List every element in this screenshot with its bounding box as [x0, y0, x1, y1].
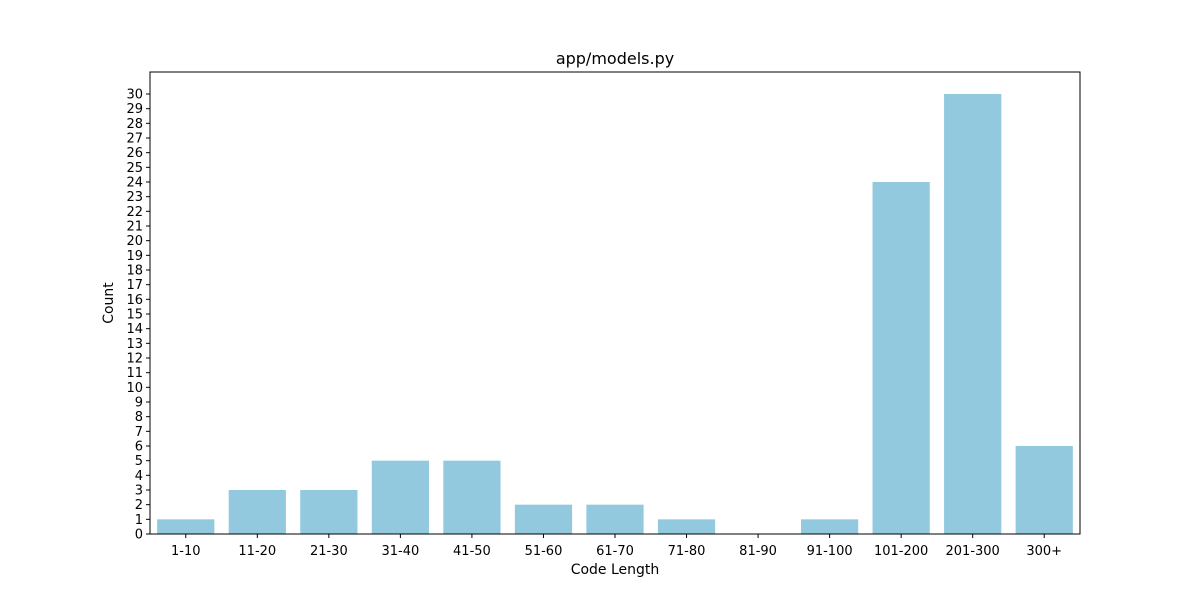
- bar: [514, 504, 573, 534]
- x-tick-label: 91-100: [807, 544, 853, 559]
- y-tick-label: 29: [126, 102, 143, 117]
- y-tick-label: 15: [126, 308, 143, 323]
- y-tick-label: 30: [126, 88, 143, 103]
- bar: [371, 460, 429, 534]
- bar: [300, 490, 358, 534]
- bar: [944, 94, 1002, 534]
- bar: [801, 519, 859, 534]
- x-axis-ticks: 1-10 11-20 21-30 31-40 41-50 51-60 61-70 71-80 8…: [171, 534, 1062, 559]
- y-tick-label: 21: [126, 220, 143, 235]
- y-tick-label: 13: [126, 337, 143, 352]
- y-tick-label: 4: [135, 469, 143, 484]
- bars-group: [157, 94, 1073, 534]
- y-tick-label: 22: [126, 205, 143, 220]
- y-tick-label: 7: [135, 425, 143, 440]
- bar: [872, 182, 930, 534]
- y-tick-label: 23: [126, 190, 143, 205]
- x-tick-label: 101-200: [874, 544, 928, 559]
- bar: [228, 490, 286, 534]
- x-tick-label: 81-90: [739, 544, 777, 559]
- y-tick-label: 25: [126, 161, 143, 176]
- x-tick-label: 21-30: [310, 544, 348, 559]
- y-tick-label: 14: [126, 322, 143, 337]
- y-tick-label: 24: [126, 176, 143, 191]
- bar: [1015, 446, 1073, 534]
- x-tick-label: 31-40: [381, 544, 419, 559]
- y-axis-label: Count: [101, 282, 117, 324]
- bar: [586, 504, 644, 534]
- chart-title: app/models.py: [556, 49, 674, 68]
- x-tick-label: 300+: [1026, 544, 1062, 559]
- y-tick-label: 28: [126, 117, 143, 132]
- y-tick-label: 27: [126, 132, 143, 147]
- x-tick-label: 61-70: [596, 544, 634, 559]
- y-tick-label: 8: [135, 410, 143, 425]
- bar: [157, 519, 215, 534]
- y-tick-label: 0: [135, 528, 143, 543]
- x-tick-label: 11-20: [238, 544, 276, 559]
- x-axis-label: Code Length: [571, 562, 660, 578]
- bar: [443, 460, 501, 534]
- y-tick-label: 1: [135, 513, 143, 528]
- y-tick-label: 16: [126, 293, 143, 308]
- x-tick-label: 41-50: [453, 544, 491, 559]
- y-tick-label: 10: [126, 381, 143, 396]
- y-tick-label: 17: [126, 278, 143, 293]
- y-tick-label: 20: [126, 234, 143, 249]
- y-tick-label: 6: [135, 440, 143, 455]
- y-tick-label: 9: [135, 396, 143, 411]
- y-axis-ticks: 0123456789101112131415161718192021222324…: [126, 88, 150, 543]
- x-tick-label: 201-300: [946, 544, 1000, 559]
- y-tick-label: 11: [126, 366, 143, 381]
- x-tick-label: 71-80: [668, 544, 706, 559]
- x-tick-label: 51-60: [525, 544, 563, 559]
- bar: [657, 519, 716, 534]
- plot-area-frame: [149, 71, 1081, 535]
- y-tick-label: 18: [126, 264, 143, 279]
- y-tick-label: 26: [126, 146, 143, 161]
- y-tick-label: 19: [126, 249, 143, 264]
- y-tick-label: 3: [135, 484, 143, 499]
- y-tick-label: 12: [126, 352, 143, 367]
- y-tick-label: 2: [135, 498, 143, 513]
- x-tick-label: 1-10: [171, 544, 201, 559]
- y-tick-label: 5: [135, 454, 143, 469]
